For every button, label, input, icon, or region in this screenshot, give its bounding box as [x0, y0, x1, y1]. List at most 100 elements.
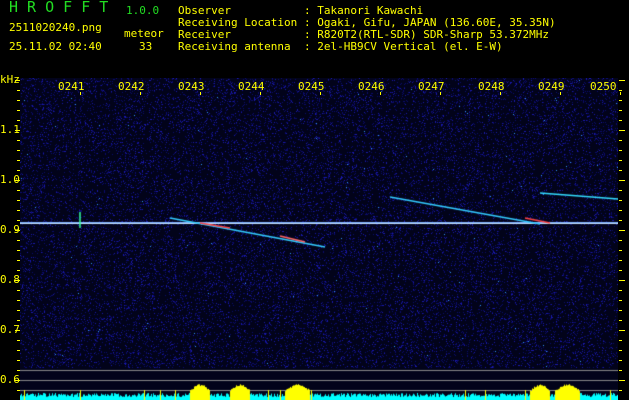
y-tick [17, 290, 20, 291]
y-tick [17, 190, 20, 191]
y-tick [17, 320, 20, 321]
y-tick [619, 230, 625, 231]
x-tick-label: 0246 [358, 80, 385, 93]
x-tick-label: 0241 [58, 80, 85, 93]
y-tick [15, 80, 20, 81]
y-tick [619, 280, 625, 281]
x-tick [560, 92, 561, 95]
filename: 2511020240.png [9, 21, 102, 34]
y-tick [15, 230, 20, 231]
spectrogram-canvas [20, 78, 618, 400]
x-tick [80, 92, 81, 95]
info-value: : 2el-HB9CV Vertical (el. E-W) [304, 40, 503, 53]
y-tick [619, 300, 622, 301]
y-tick-label: 1.0 [0, 173, 20, 186]
x-tick-label: 0243 [178, 80, 205, 93]
x-tick-label: 0244 [238, 80, 265, 93]
y-tick [619, 220, 622, 221]
y-tick [15, 280, 20, 281]
x-tick-label: 0245 [298, 80, 325, 93]
x-tick [140, 92, 141, 95]
meteor-count: 33 [139, 40, 153, 53]
y-tick [619, 180, 625, 181]
x-tick [200, 92, 201, 95]
y-tick [619, 380, 625, 381]
y-tick [619, 370, 622, 371]
x-tick-label: 0250 [590, 80, 617, 93]
y-tick [619, 190, 622, 191]
app-title: H R O F F T [9, 0, 109, 16]
y-tick [619, 390, 622, 391]
y-tick [17, 340, 20, 341]
y-tick [619, 200, 622, 201]
y-tick [17, 250, 20, 251]
info-label: Receiving antenna [178, 40, 291, 53]
y-tick [17, 100, 20, 101]
y-tick [17, 350, 20, 351]
x-tick-label: 0247 [418, 80, 445, 93]
y-tick [17, 160, 20, 161]
x-tick [320, 92, 321, 95]
y-tick-label: 0.6 [0, 373, 20, 386]
y-tick [17, 300, 20, 301]
y-tick [15, 330, 20, 331]
y-tick-label: 0.7 [0, 323, 20, 336]
info-label: Receiving Location [178, 16, 298, 29]
y-tick [17, 310, 20, 311]
y-tick [619, 130, 625, 131]
y-tick [619, 340, 622, 341]
y-tick [619, 140, 622, 141]
info-value: : Takanori Kawachi [304, 4, 424, 17]
meteor-label: meteor [124, 27, 164, 40]
y-tick [15, 180, 20, 181]
info-label: Receiver [178, 28, 231, 41]
y-tick-label: 0.8 [0, 273, 20, 286]
y-tick [619, 90, 622, 91]
y-tick-label: 0.9 [0, 223, 20, 236]
y-tick [17, 110, 20, 111]
y-tick [619, 270, 622, 271]
datetime: 25.11.02 02:40 [9, 40, 102, 53]
y-axis-unit: kHz [0, 73, 20, 86]
info-value: : Ogaki, Gifu, JAPAN (136.60E, 35.35N) [304, 16, 556, 29]
y-tick [17, 90, 20, 91]
y-tick [17, 120, 20, 121]
y-tick [17, 150, 20, 151]
y-tick [619, 120, 622, 121]
spectrogram [20, 78, 618, 400]
y-tick [619, 330, 625, 331]
y-tick [619, 80, 625, 81]
y-tick [15, 380, 20, 381]
app-version: 1.0.0 [126, 4, 160, 17]
y-tick [17, 200, 20, 201]
y-tick [17, 140, 20, 141]
y-tick [619, 110, 622, 111]
y-tick [619, 240, 622, 241]
y-tick [17, 370, 20, 371]
x-tick-label: 0242 [118, 80, 145, 93]
y-tick [619, 350, 622, 351]
y-tick [17, 260, 20, 261]
y-tick [15, 130, 20, 131]
y-tick [619, 170, 622, 171]
x-tick [440, 92, 441, 95]
y-tick [619, 160, 622, 161]
info-label: Observer [178, 4, 231, 17]
x-tick-label: 0249 [538, 80, 565, 93]
y-tick [17, 210, 20, 211]
y-tick [619, 310, 622, 311]
y-tick [17, 170, 20, 171]
y-tick-label: 1.1 [0, 123, 20, 136]
y-tick [17, 270, 20, 271]
x-tick [500, 92, 501, 95]
x-tick [260, 92, 261, 95]
y-tick [619, 290, 622, 291]
y-tick [619, 150, 622, 151]
x-tick [620, 92, 621, 95]
x-tick [380, 92, 381, 95]
y-tick [17, 220, 20, 221]
y-tick [17, 360, 20, 361]
info-value: : R820T2(RTL-SDR) SDR-Sharp 53.372MHz [304, 28, 550, 41]
x-tick-label: 0248 [478, 80, 505, 93]
y-tick [619, 100, 622, 101]
